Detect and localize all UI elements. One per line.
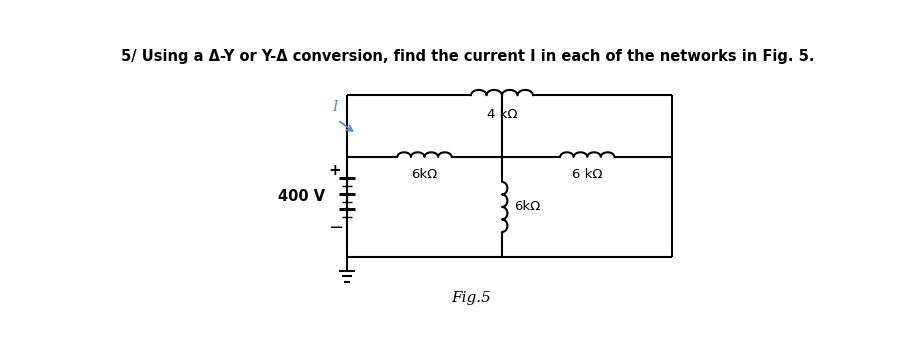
- Text: 5/ Using a Δ-Y or Y-Δ conversion, find the current I in each of the networks in : 5/ Using a Δ-Y or Y-Δ conversion, find t…: [121, 49, 814, 64]
- Text: I: I: [332, 100, 337, 114]
- Text: 6 kΩ: 6 kΩ: [572, 168, 603, 181]
- Text: 400 V: 400 V: [278, 189, 325, 204]
- Text: Fig.5: Fig.5: [451, 291, 491, 305]
- Text: 6kΩ: 6kΩ: [515, 200, 540, 213]
- Text: 4 kΩ: 4 kΩ: [486, 108, 518, 121]
- Text: 6kΩ: 6kΩ: [411, 168, 438, 181]
- Text: −: −: [329, 219, 344, 237]
- Text: +: +: [328, 163, 341, 178]
